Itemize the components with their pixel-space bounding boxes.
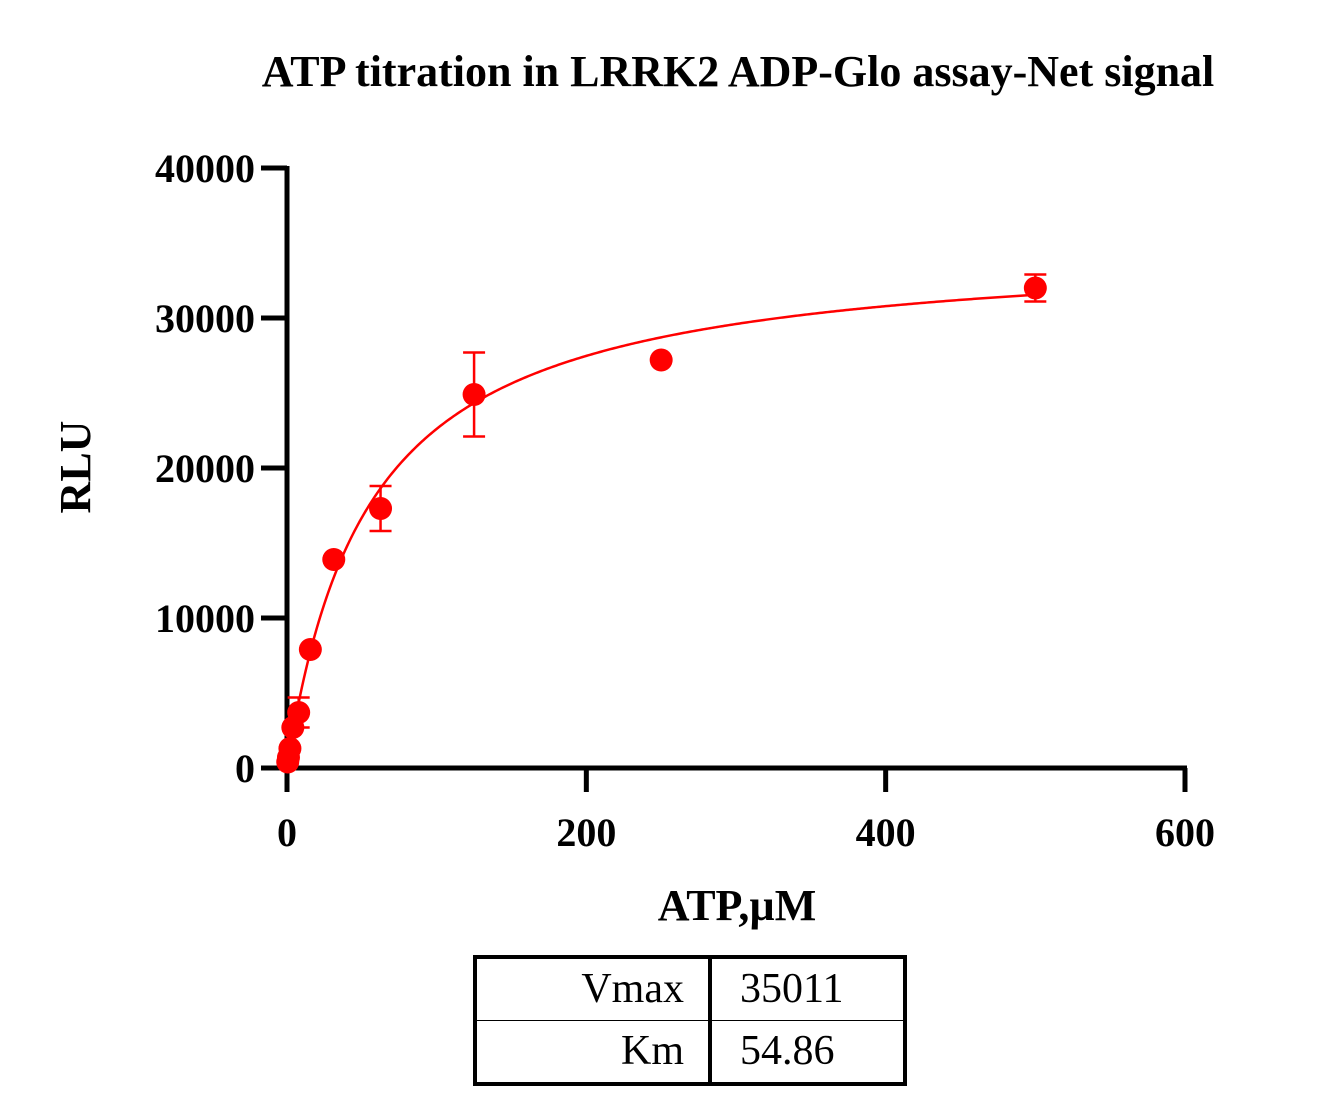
- x-tick-label: 200: [556, 810, 616, 855]
- y-axis-label: RLU: [51, 421, 100, 514]
- chart-title: ATP titration in LRRK2 ADP-Glo assay-Net…: [262, 47, 1215, 96]
- data-point: [287, 701, 311, 724]
- x-tick-label: 0: [277, 810, 297, 855]
- chart: ATP titration in LRRK2 ADP-Glo assay-Net…: [51, 47, 1215, 930]
- param-name-km: Km: [475, 1020, 712, 1084]
- x-axis-label: ATP,µM: [658, 881, 817, 930]
- y-tick-label: 20000: [155, 446, 255, 491]
- fit-curve-group: [285, 293, 1036, 769]
- data-point: [1023, 276, 1047, 300]
- fit-curve: [285, 293, 1036, 769]
- axes: 0 10000 20000 30000 40000 0 200 400 600: [155, 146, 1215, 855]
- data-point: [649, 348, 673, 372]
- data-point: [369, 497, 393, 520]
- table-row: Km 54.86: [475, 1020, 905, 1084]
- data-point: [322, 548, 346, 571]
- y-tick-label: 40000: [155, 146, 255, 191]
- x-tick-label: 600: [1155, 810, 1215, 855]
- data-points: [276, 276, 1047, 774]
- error-bars: [287, 273, 1047, 729]
- param-value-vmax: 35011: [710, 957, 905, 1021]
- param-value-km: 54.86: [740, 1028, 835, 1074]
- x-tick-label: 400: [856, 810, 916, 855]
- table-row: Vmax 35011: [475, 957, 905, 1021]
- data-point: [278, 737, 302, 760]
- data-point: [298, 638, 322, 661]
- data-point: [462, 383, 486, 406]
- parameters-table: Vmax 35011 Km 54.86: [473, 955, 907, 1086]
- y-tick-label: 0: [235, 746, 255, 791]
- y-tick-label: 10000: [155, 596, 255, 641]
- y-tick-label: 30000: [155, 296, 255, 341]
- param-name-vmax: Vmax: [475, 957, 712, 1021]
